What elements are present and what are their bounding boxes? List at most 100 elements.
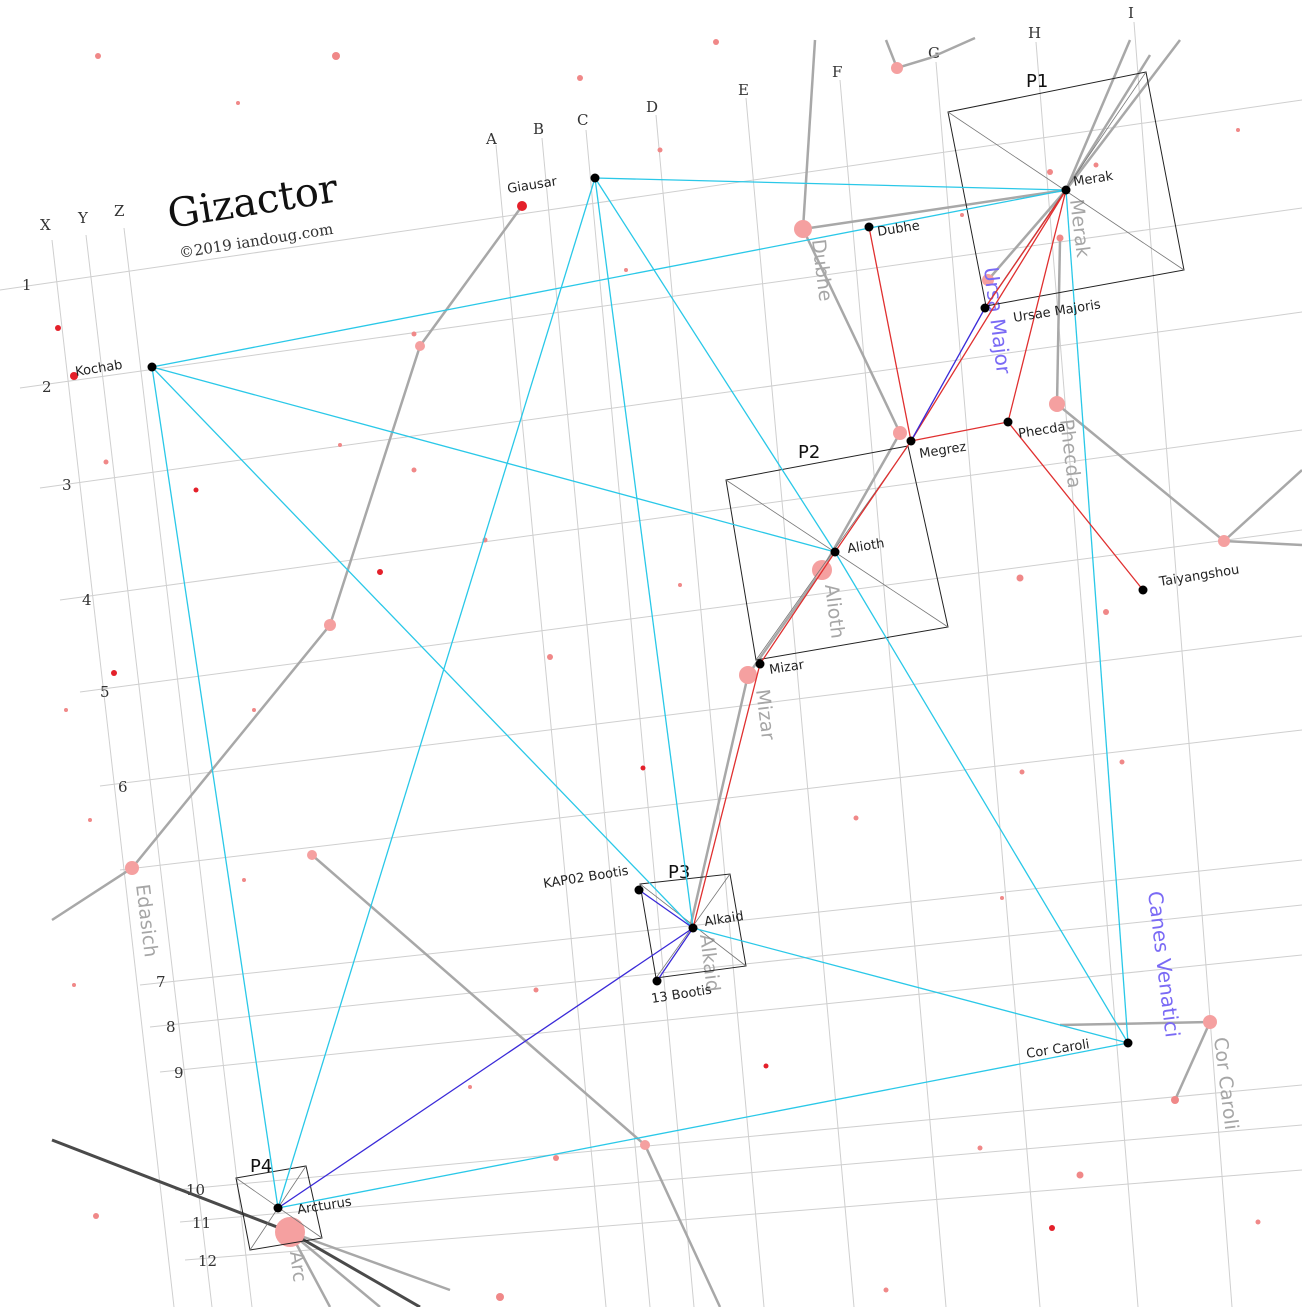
row-label-5: 5 <box>100 683 110 701</box>
column-label-i: I <box>1128 4 1134 22</box>
bg-star <box>1119 759 1125 765</box>
blue-path <box>277 307 986 1209</box>
bg-label-edasich: Edasich <box>131 883 162 959</box>
bg-star <box>624 268 628 272</box>
bright-star <box>982 274 994 286</box>
bg-star <box>853 815 859 821</box>
bg-star <box>533 987 539 993</box>
constellation-line-arcturus-fan1 <box>289 1230 451 1292</box>
bright-star <box>1218 535 1230 547</box>
bg-star <box>64 708 68 712</box>
bg-star <box>678 583 682 587</box>
constellation-line-top-g <box>884 36 976 70</box>
bg-star <box>55 325 61 331</box>
constellation-line-dipper <box>688 432 902 929</box>
constellation-line-upper <box>801 39 817 230</box>
star-giausar[interactable]: Giausar <box>506 173 600 197</box>
column-label-b: B <box>533 120 544 138</box>
bg-star <box>236 101 240 105</box>
bright-star <box>794 220 812 238</box>
row-label-11: 11 <box>192 1214 211 1232</box>
bg-star <box>1076 1171 1084 1179</box>
row-label-3: 3 <box>62 476 72 494</box>
bright-star <box>640 1140 650 1150</box>
grid-horizontal-lines <box>0 99 1302 1261</box>
bg-star <box>1236 128 1240 132</box>
star-alioth[interactable]: Alioth <box>830 536 886 557</box>
column-label-c: C <box>577 111 588 129</box>
plot-boxes: P1 P2 P3 P4 <box>235 71 1185 1251</box>
labeled-stars: Giausar Merak Dubhe Kochab Ursae Majoris… <box>74 169 1240 1218</box>
star-megrez[interactable]: Megrez <box>906 436 968 462</box>
bg-label-mizar: Mizar <box>751 688 779 742</box>
column-label-y: Y <box>77 209 89 227</box>
row-label-9: 9 <box>174 1064 184 1082</box>
grid-row-labels: 1 2 3 4 5 6 7 8 9 10 11 12 <box>22 276 217 1270</box>
star-kochab[interactable]: Kochab <box>74 358 157 380</box>
star-label-phecda: Phecda <box>1017 420 1066 442</box>
star-label-alioth: Alioth <box>846 536 885 557</box>
bright-star <box>1203 1015 1217 1029</box>
bright-star <box>324 619 336 631</box>
star-dubhe[interactable]: Dubhe <box>864 218 921 240</box>
bg-star <box>1047 169 1053 175</box>
bg-star <box>1000 896 1004 900</box>
plot-p2[interactable]: P2 <box>725 442 949 661</box>
bright-stars <box>125 62 1230 1247</box>
star-merak[interactable]: Merak <box>1061 169 1115 195</box>
star-label-merak: Merak <box>1072 169 1114 190</box>
star-alkaid[interactable]: Alkaid <box>688 909 745 933</box>
bright-star <box>891 62 903 74</box>
bright-star <box>415 341 425 351</box>
star-label-alkaid: Alkaid <box>703 909 744 930</box>
bg-star <box>252 708 256 712</box>
star-label-megrez: Megrez <box>918 440 967 462</box>
bg-star <box>977 1145 983 1151</box>
star-label-arcturus: Arcturus <box>296 1195 353 1218</box>
bg-label-alioth: Alioth <box>820 583 848 640</box>
bg-star <box>95 53 101 59</box>
column-label-x: X <box>40 216 51 234</box>
constellation-line-merak-fan3 <box>1065 39 1181 191</box>
constellation-line-phecda <box>1055 239 1062 405</box>
bg-star <box>1056 234 1064 242</box>
bg-star <box>377 569 383 575</box>
bg-star <box>1255 1219 1261 1225</box>
star-label-taiyangshou: Taiyangshou <box>1157 563 1240 591</box>
star-mizar[interactable]: Mizar <box>755 658 806 678</box>
constellation-line-left <box>51 205 524 922</box>
bg-star <box>496 1293 504 1301</box>
constellation-line-corcaroli <box>1059 1020 1211 1027</box>
star-label-13-bootis: 13 Bootis <box>650 983 713 1007</box>
bg-star <box>411 331 417 337</box>
background-stars <box>55 39 1261 1301</box>
star-kap02-bootis[interactable]: KAP02 Bootis <box>542 864 644 895</box>
bg-star <box>111 670 117 676</box>
column-label-d: D <box>646 98 658 116</box>
constellation-line-phecda-right <box>1056 403 1302 543</box>
star-label-mizar: Mizar <box>768 658 806 678</box>
star-taiyangshou[interactable]: Taiyangshou <box>1138 563 1241 595</box>
star-label-kochab: Kochab <box>74 358 123 380</box>
constellation-line-dubhe-megrez <box>801 228 902 434</box>
bg-star <box>468 1085 472 1089</box>
grid-column-labels: X Y Z A B C D E F G H I <box>40 4 1134 234</box>
constellation-line-corcaroli2 <box>1173 1021 1212 1101</box>
star-label-giausar: Giausar <box>506 174 558 197</box>
bg-star <box>1049 1225 1055 1231</box>
constellation-line-merak-down <box>987 189 1067 281</box>
bg-star <box>1016 574 1024 582</box>
bg-star <box>1093 162 1099 168</box>
bg-star <box>763 1063 769 1069</box>
row-label-7: 7 <box>156 973 166 991</box>
row-label-12: 12 <box>198 1252 217 1270</box>
plot-label-p2: P2 <box>798 442 820 463</box>
grid: X Y Z A B C D E F G H I 1 2 3 4 5 6 7 8 … <box>0 4 1302 1307</box>
constellation-line-merak-fan2 <box>1064 54 1152 191</box>
bright-star <box>739 666 757 684</box>
star-phecda[interactable]: Phecda <box>1003 417 1067 442</box>
bg-star <box>1019 769 1025 775</box>
bg-star <box>88 818 92 822</box>
row-label-1: 1 <box>22 276 32 294</box>
